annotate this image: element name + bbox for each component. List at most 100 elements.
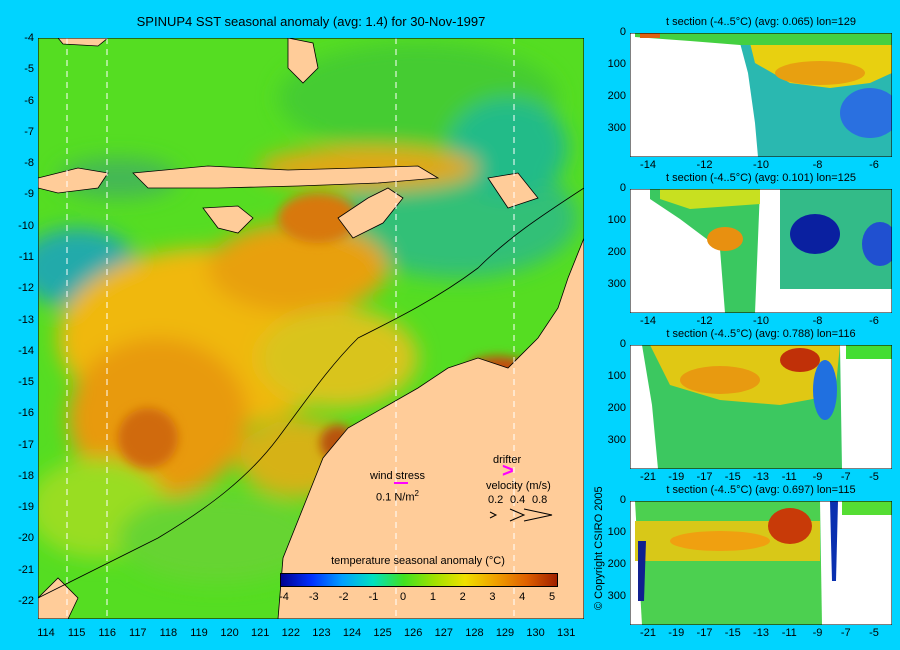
lat-tick-label: -22	[18, 595, 34, 607]
lat-tick-label: -15	[724, 627, 741, 639]
lat-tick-label: -5	[869, 471, 879, 483]
lon-tick-label: 122	[281, 627, 300, 639]
lat-tick-label: -12	[18, 282, 34, 295]
lat-tick-label: -13	[753, 471, 769, 483]
depth-tick-label: 0	[619, 494, 626, 506]
velocity-label: velocity (m/s)	[486, 480, 551, 492]
depth-tick-label: 0	[619, 26, 626, 38]
drifter-label: drifter	[493, 454, 522, 466]
depth-tick-label: 100	[607, 370, 626, 382]
lat-tick-label: -6	[869, 159, 879, 171]
lat-tick-label: -6	[869, 315, 879, 327]
velocity-value-2: 0.4	[510, 494, 526, 506]
lon-tick-label: 129	[495, 627, 515, 639]
depth-tick-label: 200	[607, 402, 626, 414]
lat-tick-label: -5	[24, 63, 34, 76]
lat-tick-label: -10	[753, 159, 769, 171]
lat-tick-label: -4	[24, 32, 34, 44]
colorbar-tick-label: -4	[279, 591, 289, 603]
lat-tick-label: -10	[753, 315, 769, 327]
lat-tick-label: -21	[640, 471, 656, 483]
section-title: t section (-4..5°C) (avg: 0.788) lon=116	[666, 328, 856, 340]
lon-tick-label: 124	[342, 627, 362, 639]
lat-tick-label: -15	[18, 376, 34, 389]
lat-tick-label: -8	[812, 159, 823, 171]
lat-tick-label: -16	[18, 407, 34, 420]
lat-tick-label: -20	[18, 532, 34, 545]
lon-tick-label: 118	[159, 627, 178, 639]
section-plot[interactable]	[630, 345, 892, 469]
lat-tick-label: -21	[18, 563, 34, 576]
lon-tick-label: 115	[67, 627, 86, 639]
lon-tick-label: 128	[465, 627, 484, 639]
lon-tick-label: 116	[98, 627, 116, 639]
depth-tick-label: 0	[619, 182, 626, 194]
lat-tick-label: -21	[640, 627, 656, 639]
depth-tick-label: 200	[607, 246, 626, 258]
lat-tick-label: -14	[640, 315, 656, 327]
lat-tick-label: -11	[781, 627, 797, 639]
wind-stress-label: wind stress	[370, 470, 426, 482]
colorbar	[280, 573, 558, 587]
section-plot[interactable]	[630, 33, 892, 157]
lat-tick-label: -18	[18, 469, 34, 482]
lat-tick-label: -8	[812, 315, 823, 327]
depth-tick-label: 300	[607, 590, 626, 602]
depth-tick-label: 0	[619, 338, 626, 350]
lat-tick-label: -19	[18, 501, 34, 514]
wind-stress-value: 0.1 N/m2	[376, 489, 419, 504]
lat-tick-label: -9	[812, 627, 823, 639]
lat-tick-label: -15	[724, 471, 741, 483]
colorbar-tick-label: -3	[308, 591, 319, 603]
lon-tick-label: 114	[37, 627, 55, 639]
lat-tick-label: -11	[18, 250, 34, 263]
depth-tick-label: 100	[607, 214, 626, 226]
depth-tick-label: 100	[607, 58, 626, 70]
lat-tick-label: -12	[696, 315, 713, 327]
lon-tick-label: 120	[220, 627, 239, 639]
lon-tick-label: 126	[404, 627, 423, 639]
lat-tick-label: -14	[640, 159, 656, 171]
depth-tick-label: 300	[607, 122, 626, 134]
section-title: t section (-4..5°C) (avg: 0.101) lon=125	[666, 172, 856, 184]
lon-tick-label: 117	[129, 627, 147, 639]
lat-tick-label: -19	[668, 471, 685, 483]
lat-tick-label: -17	[696, 471, 713, 483]
lat-tick-label: -9	[24, 188, 34, 201]
depth-tick-label: 100	[607, 526, 626, 538]
depth-tick-label: 200	[607, 90, 626, 102]
section-plot[interactable]	[630, 501, 892, 625]
lon-tick-label: 119	[190, 627, 208, 639]
velocity-value-1: 0.2	[488, 494, 504, 506]
sst-anomaly-map[interactable]	[38, 38, 584, 619]
lat-tick-label: -17	[18, 438, 34, 451]
lon-tick-label: 131	[557, 627, 576, 639]
colorbar-tick-label: 3	[489, 591, 496, 603]
depth-tick-label: 300	[607, 434, 626, 446]
colorbar-tick-label: 0	[400, 591, 407, 603]
lat-tick-label: -12	[696, 159, 713, 171]
colorbar-tick-label: -2	[338, 591, 349, 603]
colorbar-tick-label: 1	[429, 591, 436, 603]
colorbar-tick-label: 4	[519, 591, 526, 603]
colorbar-tick-label: 5	[548, 591, 556, 603]
lat-tick-label: -17	[696, 627, 713, 639]
section-title: t section (-4..5°C) (avg: 0.697) lon=115	[666, 484, 856, 496]
lat-tick-label: -7	[840, 627, 851, 639]
colorbar-tick-label: 2	[459, 591, 466, 603]
section-plot[interactable]	[630, 189, 892, 313]
lat-tick-label: -5	[869, 627, 879, 639]
section-title: t section (-4..5°C) (avg: 0.065) lon=129	[666, 16, 856, 28]
lat-tick-label: -10	[18, 219, 34, 232]
lat-tick-label: -13	[18, 313, 34, 326]
depth-tick-label: 200	[607, 558, 626, 570]
lat-tick-label: -19	[668, 627, 685, 639]
lat-tick-label: -11	[781, 471, 797, 483]
lat-tick-label: -13	[753, 627, 769, 639]
colorbar-tick-label: -1	[368, 591, 379, 603]
velocity-value-3: 0.8	[532, 494, 548, 506]
depth-tick-label: 300	[607, 278, 626, 290]
map-title: SPINUP4 SST seasonal anomaly (avg: 1.4) …	[136, 14, 486, 29]
velocity-scale-arrows-icon	[489, 508, 553, 522]
lat-tick-label: -7	[24, 125, 34, 138]
